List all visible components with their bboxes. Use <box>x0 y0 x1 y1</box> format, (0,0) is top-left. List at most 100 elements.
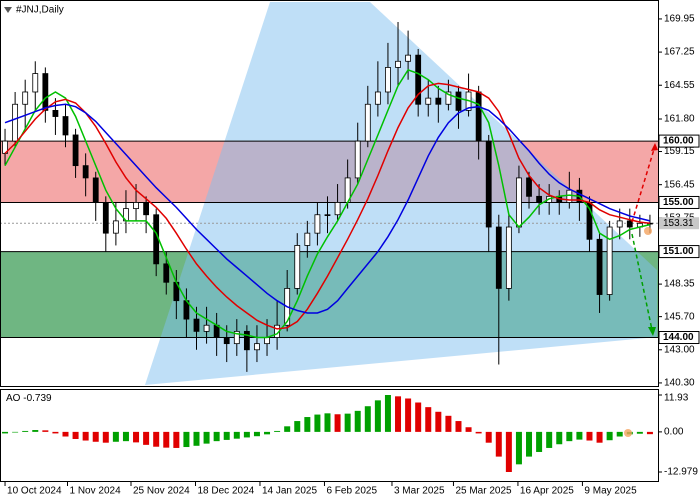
ao-bar <box>425 407 432 432</box>
candle-body <box>22 91 29 105</box>
candle-body <box>304 232 311 246</box>
x-tick-label: 9 May 2025 <box>584 486 637 497</box>
candle-body <box>12 103 19 142</box>
ao-bar <box>465 427 472 432</box>
ao-bar <box>112 431 119 442</box>
x-tick-label: 25 Nov 2024 <box>133 486 190 497</box>
candle-body <box>82 165 89 179</box>
ao-bar <box>646 431 653 435</box>
y-tick-label: 148.35 <box>664 279 695 290</box>
ao-bar <box>324 413 331 432</box>
candle-body <box>42 73 49 111</box>
ao-bar <box>82 431 89 441</box>
ao-bar <box>243 431 250 438</box>
ao-bar <box>233 431 240 439</box>
ao-bar <box>213 431 220 442</box>
ao-bar <box>405 398 412 432</box>
ao-bar <box>92 431 99 442</box>
ao-bar <box>52 431 59 434</box>
ao-bar <box>636 431 643 434</box>
ao-y-tick-label: -12.979 <box>664 467 698 478</box>
candle-body <box>233 330 240 345</box>
ao-bar <box>133 431 140 443</box>
ao-bar <box>505 431 512 472</box>
ao-y-tick-label: 0.00 <box>664 427 684 438</box>
ao-bar <box>203 431 210 444</box>
ma-line <box>4 82 650 330</box>
candle-body <box>52 109 59 117</box>
candle-body <box>92 177 99 203</box>
ao-y-tick-label: 11.93 <box>664 393 689 404</box>
x-tick-label: 6 Feb 2025 <box>326 486 377 497</box>
ao-bar <box>374 400 381 432</box>
ao-bar <box>536 431 543 452</box>
candle-body <box>405 54 412 62</box>
ao-bar <box>616 431 623 437</box>
ao-bar <box>445 415 452 432</box>
candle-body <box>243 330 250 351</box>
down-arrow-head <box>648 327 656 336</box>
y-tick-label: 161.80 <box>664 114 695 125</box>
x-tick-label: 10 Oct 2024 <box>7 486 62 497</box>
candle-body <box>364 103 371 142</box>
up-arrow-head <box>651 143 658 151</box>
ao-bar <box>143 431 150 445</box>
ao-bar <box>475 431 482 434</box>
ao-bar <box>546 431 553 448</box>
x-tick-label: 16 Apr 2025 <box>520 486 574 497</box>
x-tick-label: 25 Mar 2025 <box>455 486 512 497</box>
ma-line <box>4 68 651 339</box>
ao-bar <box>415 402 422 432</box>
candle-body <box>314 214 321 234</box>
price-marker <box>644 227 652 235</box>
ao-bar <box>526 431 533 457</box>
candle-body <box>385 67 391 93</box>
level-label: 155.00 <box>663 197 694 208</box>
ao-bar <box>556 431 563 445</box>
up-arrow <box>631 145 656 223</box>
candle-body <box>445 91 452 105</box>
y-tick-label: 143.00 <box>664 344 695 355</box>
candle-body <box>435 97 442 105</box>
candle-body <box>112 220 119 234</box>
ao-bar <box>606 431 613 441</box>
candle-body <box>505 226 512 289</box>
chart-title: #JNJ,Daily <box>16 5 64 16</box>
x-tick-label: 1 Nov 2024 <box>70 486 122 497</box>
ao-bar <box>395 396 402 432</box>
ao-bar <box>384 395 391 432</box>
ao-bar <box>284 426 291 432</box>
candle-body <box>254 343 260 351</box>
ao-bar <box>12 431 19 433</box>
level-label: 144.00 <box>663 332 694 343</box>
candle-body <box>374 91 381 105</box>
candle-body <box>606 226 613 295</box>
candle-body <box>203 324 210 332</box>
ao-bar <box>102 431 109 443</box>
ao-bar <box>22 430 29 432</box>
ao-bar <box>163 431 170 448</box>
ao-bar <box>183 431 190 448</box>
ao-bar <box>586 431 593 441</box>
ao-bar <box>153 431 160 447</box>
down-arrow <box>631 233 653 331</box>
candle-body <box>516 177 522 228</box>
y-tick-label: 164.55 <box>664 80 695 91</box>
last-price-box <box>659 217 699 230</box>
ao-bar <box>122 431 129 442</box>
ao-bar <box>596 431 603 443</box>
ao-bar <box>515 431 522 465</box>
candle-body <box>324 214 331 216</box>
candle-body <box>264 337 270 345</box>
ao-bar <box>42 430 49 432</box>
candle-body <box>143 202 150 216</box>
candle-body <box>566 189 573 203</box>
y-tick-label: 167.25 <box>664 47 695 58</box>
candle-body <box>395 60 401 68</box>
ao-bar <box>576 431 583 440</box>
x-tick-label: 14 Jan 2025 <box>262 486 317 497</box>
triangle-pattern <box>145 2 657 385</box>
ao-bar <box>304 417 311 432</box>
candle-body <box>485 140 492 228</box>
